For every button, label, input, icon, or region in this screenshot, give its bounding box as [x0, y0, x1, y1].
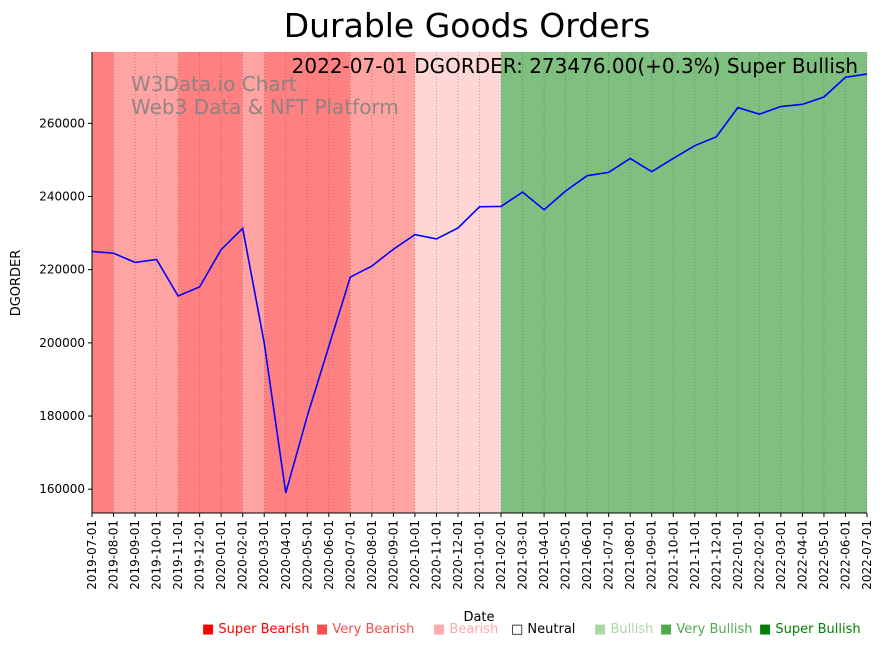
x-tick-label: 2021-03-01	[516, 520, 530, 590]
legend-item-very-bullish: ■ Very Bullish	[660, 622, 752, 637]
legend-item-bearish: ■ Bearish	[433, 622, 498, 637]
x-tick-label: 2020-11-01	[429, 520, 443, 590]
x-tick-label: 2019-10-01	[150, 520, 164, 590]
x-tick-label: 2021-12-01	[709, 520, 723, 590]
x-tick-label: 2022-01-01	[731, 520, 745, 590]
x-tick-label: 2020-06-01	[322, 520, 336, 590]
vertical-gridlines	[91, 52, 868, 513]
x-tick-label: 2021-06-01	[580, 520, 594, 590]
legend-item-bullish: ■ Bullish	[594, 622, 653, 637]
x-tick-label: 2019-08-01	[107, 520, 121, 590]
x-tick-label: 2021-04-01	[537, 520, 551, 590]
y-tick-label: 200000	[39, 336, 85, 350]
watermark-line-2: Web3 Data & NFT Platform	[131, 95, 399, 119]
x-tick-label: 2020-03-01	[257, 520, 271, 590]
y-tick-label: 180000	[39, 409, 85, 423]
x-tick-label: 2021-05-01	[559, 520, 573, 590]
x-tick-label: 2022-05-01	[817, 520, 831, 590]
x-tick-label: 2021-02-01	[494, 520, 508, 590]
legend-item-very-bearish: ■ Very Bearish	[316, 622, 414, 637]
x-tick-label: 2019-11-01	[171, 520, 185, 590]
y-tick-label: 260000	[39, 116, 85, 130]
legend-item-super-bearish: ■ Super Bearish	[202, 622, 310, 637]
regime-band-very-bearish	[178, 52, 243, 513]
regime-band-bearish	[113, 52, 179, 513]
x-tick-label: 2022-03-01	[774, 520, 788, 590]
x-tick-label: 2020-07-01	[343, 520, 357, 590]
x-tick-label: 2020-08-01	[365, 520, 379, 590]
regime-band-bullish	[501, 52, 867, 513]
x-tick-label: 2021-01-01	[473, 520, 487, 590]
watermark-line-1: W3Data.io Chart	[131, 72, 297, 96]
legend-item-neutral: □ Neutral	[511, 622, 575, 637]
x-axis-ticks: 2019-07-01 2019-08-01 2019-09-01 2019-10-01…	[85, 513, 874, 590]
x-tick-label: 2020-09-01	[386, 520, 400, 590]
y-tick-label: 220000	[39, 263, 85, 277]
x-tick-label: 2022-06-01	[838, 520, 852, 590]
x-tick-label: 2020-01-01	[214, 520, 228, 590]
x-axis-label: Date	[463, 610, 494, 625]
x-tick-label: 2022-07-01	[860, 520, 874, 590]
latest-value-annotation: 2022-07-01 DGORDER: 273476.00(+0.3%) Sup…	[292, 54, 858, 78]
x-tick-label: 2020-04-01	[279, 520, 293, 590]
x-tick-label: 2021-07-01	[602, 520, 616, 590]
x-tick-label: 2019-12-01	[193, 520, 207, 590]
y-axis-label: DGORDER	[9, 250, 24, 317]
legend: ■ Super Bearish ■ Very Bearish ■ Bearish □ …	[202, 622, 861, 637]
y-tick-label: 160000	[39, 482, 85, 496]
x-tick-label: 2020-12-01	[451, 520, 465, 590]
regime-band-very-bearish	[92, 52, 114, 513]
legend-item-super-bullish: ■ Super Bullish	[759, 622, 861, 637]
x-tick-label: 2021-11-01	[688, 520, 702, 590]
series-line-dgorder	[91, 73, 868, 494]
x-tick-label: 2020-02-01	[236, 520, 250, 590]
x-tick-label: 2019-09-01	[128, 520, 142, 590]
x-tick-label: 2020-05-01	[300, 520, 314, 590]
regime-band-bearish	[350, 52, 415, 513]
x-tick-label: 2020-10-01	[408, 520, 422, 590]
x-tick-label: 2021-10-01	[666, 520, 680, 590]
y-tick-label: 240000	[39, 190, 85, 204]
chart-title: Durable Goods Orders	[284, 6, 651, 45]
x-tick-label: 2019-07-01	[85, 520, 99, 590]
x-tick-label: 2021-09-01	[645, 520, 659, 590]
y-axis-ticks: 160000 180000 200000 220000 240000 260000	[39, 116, 92, 496]
x-tick-label: 2022-02-01	[752, 520, 766, 590]
x-tick-label: 2021-08-01	[623, 520, 637, 590]
x-tick-label: 2022-04-01	[795, 520, 809, 590]
